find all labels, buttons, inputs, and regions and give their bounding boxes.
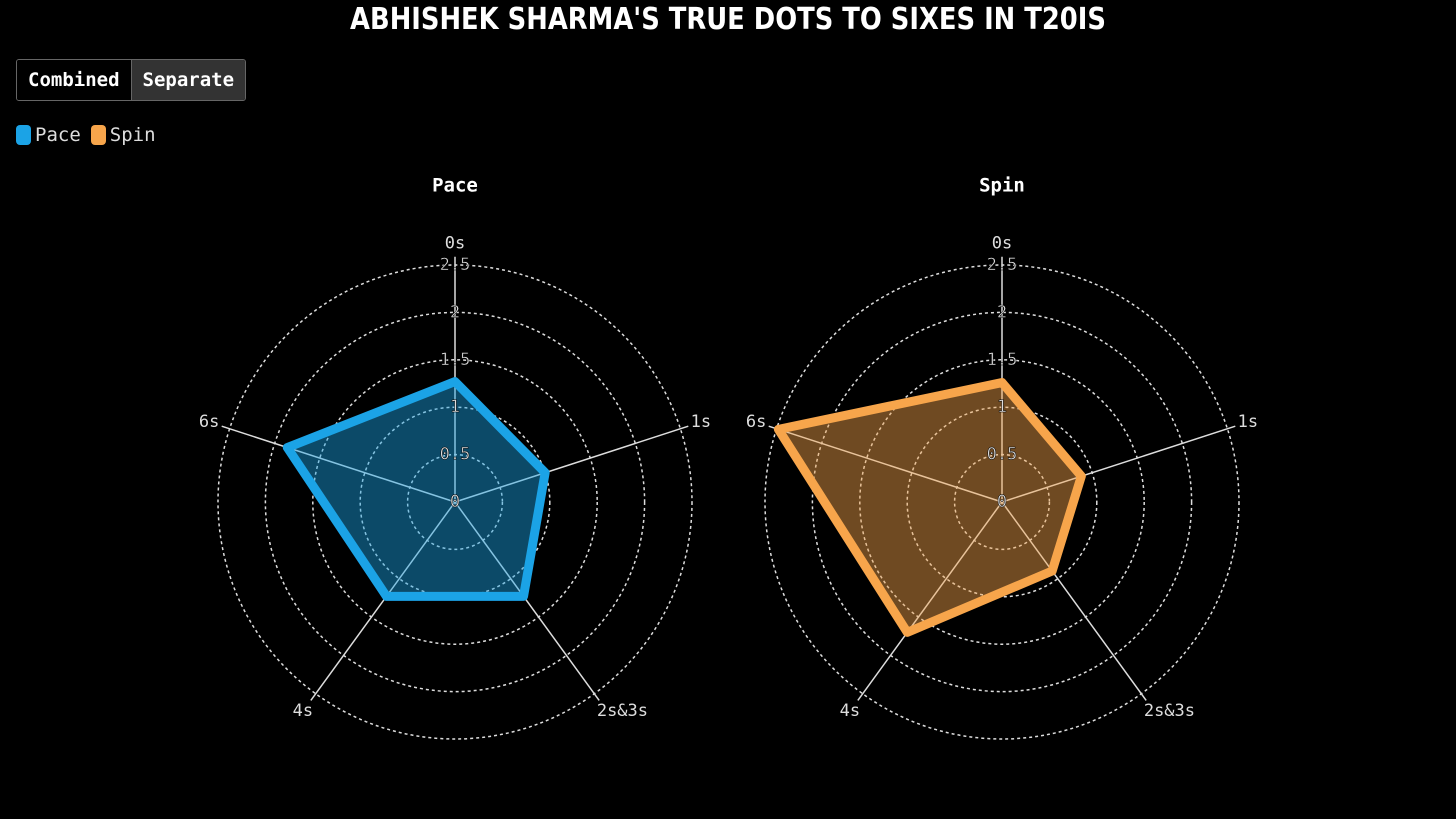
axis-label: 2s&3s (1144, 701, 1195, 721)
page-title: ABHISHEK SHARMA'S TRUE DOTS TO SIXES IN … (350, 2, 1106, 37)
r-tick-label: 0.5 (987, 445, 1018, 465)
radar-area (282, 377, 550, 601)
r-tick-label: 1.5 (440, 350, 471, 370)
r-tick-label: 2.5 (987, 255, 1018, 275)
r-tick-label: 2 (450, 302, 460, 322)
grid-ring (312, 359, 598, 645)
axis-line (857, 501, 1003, 701)
axis-line (310, 501, 456, 701)
axis-line (1001, 501, 1147, 701)
axis-label: 2s&3s (597, 701, 648, 721)
view-toggle: Combined Separate (16, 59, 247, 101)
axis-label: 1s (1238, 412, 1258, 432)
axis-line (454, 425, 689, 503)
grid-ring (859, 359, 1145, 645)
r-tick-label: 1 (997, 397, 1007, 417)
axis-label: 6s (746, 412, 766, 432)
axis-label: 0s (445, 234, 465, 254)
axis-label: 6s (199, 412, 219, 432)
r-tick-label: 0 (450, 492, 460, 512)
axis-line (221, 425, 456, 503)
legend-item[interactable]: Spin (90, 124, 156, 146)
legend-label: Pace (35, 124, 81, 146)
r-tick-label: 2.5 (440, 255, 471, 275)
legend-label: Spin (109, 124, 156, 146)
toggle-button[interactable]: Separate (130, 60, 246, 100)
grid-ring (811, 311, 1193, 693)
r-tick-label: 1.5 (987, 350, 1018, 370)
axis-line (768, 425, 1003, 503)
toggle-button[interactable]: Combined (17, 60, 131, 100)
panel-title: Spin (979, 175, 1025, 197)
r-tick-label: 1 (450, 397, 460, 417)
legend: Pace Spin (16, 124, 156, 146)
r-tick-label: 2 (997, 302, 1007, 322)
axis-label: 4s (840, 701, 860, 721)
r-tick-label: 0 (997, 492, 1007, 512)
axis-label: 0s (992, 234, 1012, 254)
r-tick-label: 0.5 (440, 445, 471, 465)
panel-title: Pace (432, 175, 478, 197)
radar-area (773, 378, 1086, 637)
axis-line (1001, 425, 1236, 503)
legend-item[interactable]: Pace (16, 124, 81, 146)
grid-ring (264, 311, 646, 693)
legend-swatch (16, 125, 31, 145)
axis-label: 1s (691, 412, 711, 432)
legend-swatch (90, 125, 106, 145)
axis-label: 4s (293, 701, 313, 721)
axis-line (454, 501, 600, 701)
